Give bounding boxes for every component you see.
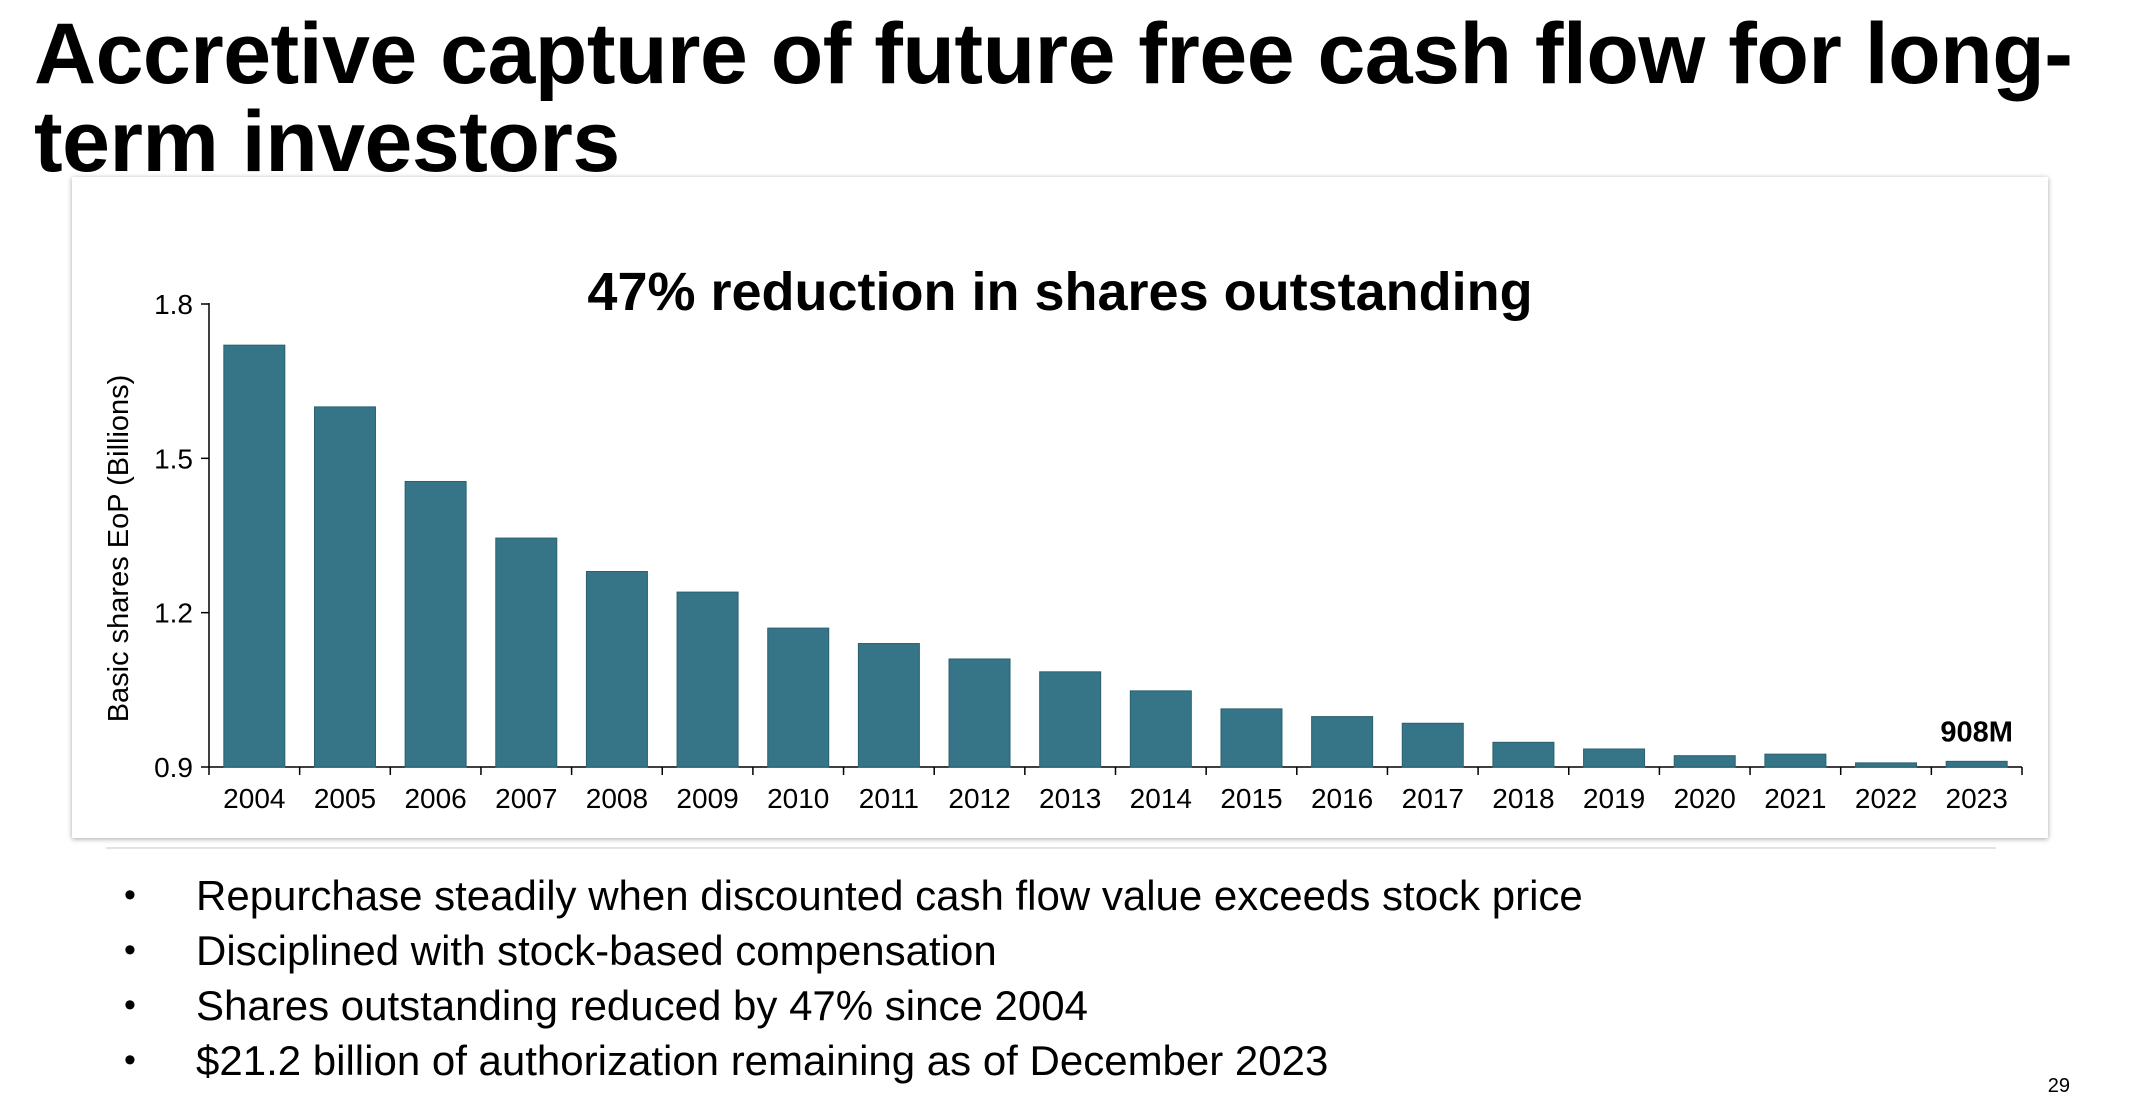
x-tick-label: 2015: [1220, 783, 1282, 814]
bar-2017: [1401, 722, 1464, 768]
bullet-item: • Repurchase steadily when discounted cas…: [120, 868, 1583, 923]
y-tick-label: 1.2: [154, 598, 193, 629]
x-tick-label: 2022: [1855, 783, 1917, 814]
x-tick-label: 2004: [223, 783, 285, 814]
bullet-text: Repurchase steadily when discounted cash…: [196, 872, 1583, 919]
bar-2005: [313, 406, 376, 768]
x-tick-label: 2008: [586, 783, 648, 814]
bar-2021: [1764, 753, 1827, 768]
page-number: 29: [2047, 1075, 2070, 1097]
bar-2009: [676, 591, 739, 768]
x-tick-label: 2010: [767, 783, 829, 814]
bar-2020: [1673, 755, 1736, 768]
x-tick-label: 2012: [948, 783, 1010, 814]
shares-bar-chart: 47% reduction in shares outstanding Basic…: [103, 262, 2023, 814]
x-tick-label: 2011: [859, 783, 919, 814]
x-tick-label: 2018: [1492, 783, 1554, 814]
y-tick-label: 1.8: [154, 289, 193, 320]
bullet-dot-icon: •: [124, 876, 136, 914]
bar-2015: [1220, 708, 1283, 768]
bar-2022: [1855, 762, 1918, 768]
bar-2019: [1583, 748, 1646, 768]
x-tick-label: 2005: [314, 783, 376, 814]
bullet-item: • $21.2 billion of authorization remainin…: [120, 1033, 1583, 1088]
x-tick-label: 2014: [1130, 783, 1192, 814]
bullet-text: $21.2 billion of authorization remaining…: [196, 1037, 1329, 1084]
x-tick-label: 2023: [1946, 783, 2008, 814]
x-tick-label: 2006: [404, 783, 466, 814]
x-tick-label: 2021: [1764, 783, 1826, 814]
bar-2011: [857, 643, 920, 768]
x-tick-label: 2017: [1402, 783, 1464, 814]
x-tick-label: 2016: [1311, 783, 1373, 814]
bar-2018: [1492, 741, 1555, 768]
x-tick-label: 2020: [1674, 783, 1736, 814]
chart-panel: 47% reduction in shares outstanding Basic…: [72, 177, 2048, 838]
bullet-list: • Repurchase steadily when discounted cas…: [120, 868, 1583, 1088]
bullet-text: Disciplined with stock-based compensatio…: [196, 927, 997, 974]
x-tick-label: 2019: [1583, 783, 1645, 814]
bar-2007: [495, 537, 558, 768]
x-tick-label: 2013: [1039, 783, 1101, 814]
bullet-item: • Disciplined with stock-based compensati…: [120, 923, 1583, 978]
bar-2016: [1311, 716, 1374, 768]
bar-2013: [1039, 671, 1102, 768]
bar-2014: [1129, 690, 1192, 768]
y-axis-label: Basic shares EoP (Billions): [103, 375, 135, 723]
bar-2004: [223, 344, 286, 768]
chart-title: 47% reduction in shares outstanding: [587, 262, 1532, 322]
bullet-dot-icon: •: [124, 931, 136, 969]
y-tick-label: 0.9: [154, 752, 193, 783]
bullet-dot-icon: •: [124, 986, 136, 1024]
bar-2006: [404, 480, 467, 768]
bullet-item: • Shares outstanding reduced by 47% since…: [120, 978, 1583, 1033]
data-label-2023: 908M: [1940, 716, 2013, 748]
bar-2008: [585, 571, 648, 768]
bar-2012: [948, 658, 1011, 768]
bullet-dot-icon: •: [124, 1041, 136, 1079]
bullet-text: Shares outstanding reduced by 47% since …: [196, 982, 1088, 1029]
bar-2010: [767, 627, 830, 768]
slide-title: Accretive capture of future free cash fl…: [34, 6, 2073, 190]
y-tick-label: 1.5: [154, 443, 193, 474]
x-tick-label: 2007: [495, 783, 557, 814]
divider-line: [106, 847, 1996, 849]
x-tick-label: 2009: [676, 783, 738, 814]
bar-2023: [1945, 760, 2008, 768]
